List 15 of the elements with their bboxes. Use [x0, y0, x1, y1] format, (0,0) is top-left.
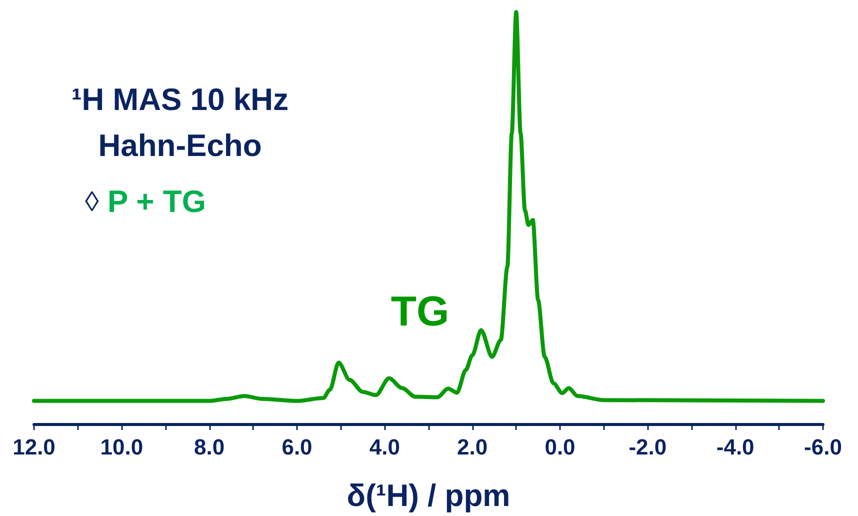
annotation: ◊ P + TG: [85, 184, 206, 219]
x-tick-label: 10.0: [100, 434, 144, 460]
x-tick-label: 6.0: [282, 434, 312, 460]
x-tick-label: -2.0: [628, 434, 667, 460]
x-tick-label: 2.0: [457, 434, 488, 460]
annotation: Hahn-Echo: [98, 128, 262, 163]
x-tick-label: 0.0: [544, 434, 576, 460]
x-tick-label: 8.0: [194, 434, 225, 460]
x-axis-title: δ(¹H) / ppm: [346, 478, 510, 513]
annotation: ¹H MAS 10 kHz: [71, 82, 289, 117]
annotation: TG: [390, 288, 450, 334]
x-tick-label: -4.0: [716, 434, 754, 460]
x-tick-label: 12.0: [12, 434, 56, 460]
x-tick-label: -6.0: [804, 434, 842, 460]
x-tick-label: 4.0: [369, 434, 400, 460]
